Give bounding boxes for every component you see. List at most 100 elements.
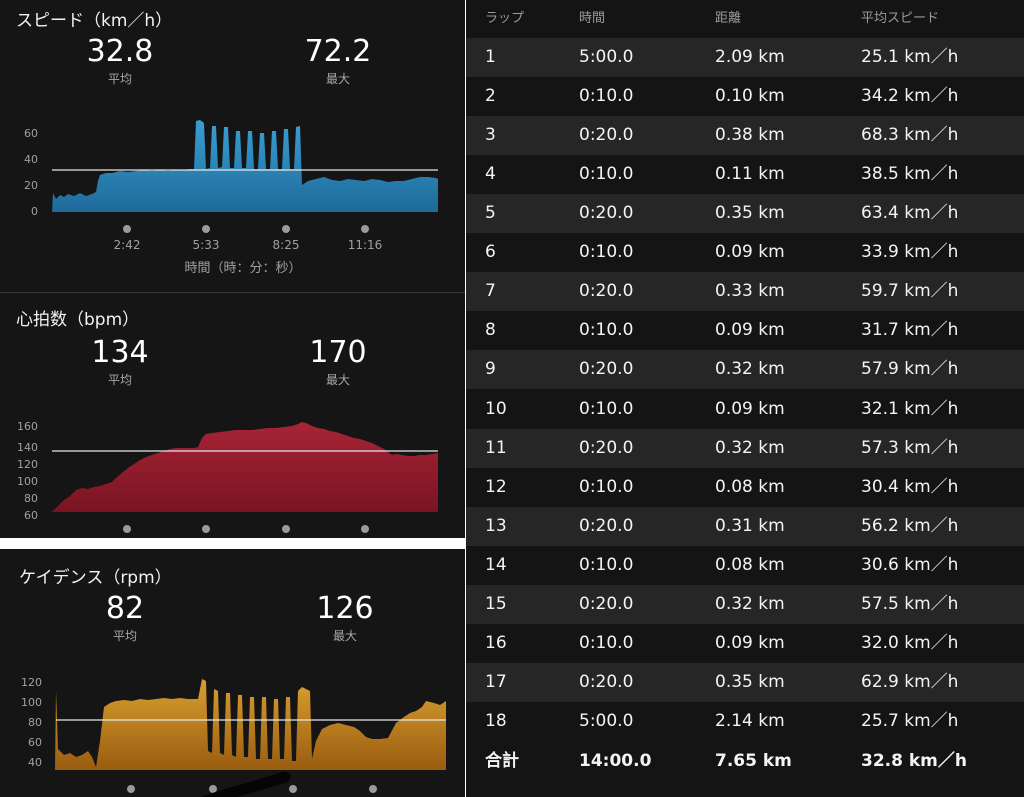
lap-avg-speed: 32.0 km／h — [861, 632, 959, 653]
lap-time: 0:20.0 — [579, 203, 634, 224]
speed-xtick: 2:42 — [113, 238, 141, 252]
table-row[interactable]: 9 0:20.0 0.32 km 57.9 km／h — [466, 350, 1024, 390]
cadence-max-label: 最大 — [332, 629, 357, 643]
cadence-ytick: 100 — [21, 696, 42, 709]
lap-time: 0:20.0 — [579, 125, 634, 146]
table-row[interactable]: 1 5:00.0 2.09 km 25.1 km／h — [466, 38, 1024, 77]
speed-ytick: 60 — [24, 127, 38, 140]
lap-avg-speed: 56.2 km／h — [861, 515, 959, 536]
header-time: 時間 — [579, 11, 606, 26]
heart-rate-timeline-dot — [282, 525, 290, 533]
lap-distance: 0.31 km — [715, 515, 785, 536]
speed-xaxis-label: 時間（時：分：秒） — [184, 261, 302, 276]
lap-avg-speed: 68.3 km／h — [861, 125, 959, 146]
lap-avg-speed: 38.5 km／h — [861, 164, 959, 185]
heart-rate-area — [52, 422, 438, 512]
lap-distance: 0.35 km — [715, 203, 785, 224]
speed-chart — [52, 120, 438, 212]
header-lap: ラップ — [485, 11, 525, 26]
cadence-ytick: 40 — [28, 756, 42, 769]
table-row[interactable]: 10 0:10.0 0.09 km 32.1 km／h — [466, 389, 1024, 429]
speed-ytick: 20 — [24, 179, 38, 192]
heart-rate-ytick: 100 — [17, 475, 38, 488]
table-row[interactable]: 17 0:20.0 0.35 km 62.9 km／h — [466, 662, 1024, 702]
speed-timeline-dot — [282, 225, 290, 233]
heart-rate-ytick: 80 — [24, 492, 38, 505]
table-row[interactable]: 12 0:10.0 0.08 km 30.4 km／h — [466, 467, 1024, 507]
header-avg-speed: 平均スピード — [861, 11, 940, 26]
lap-avg-speed: 34.2 km／h — [861, 86, 959, 107]
lap-avg-speed: 57.5 km／h — [861, 593, 959, 614]
table-row[interactable]: 16 0:10.0 0.09 km 32.0 km／h — [466, 623, 1024, 663]
heart-rate-max-label: 最大 — [325, 373, 350, 387]
lap-time: 0:10.0 — [579, 86, 634, 107]
heart-rate-avg-value: 134 — [91, 335, 149, 370]
speed-xtick: 5:33 — [192, 238, 220, 252]
cadence-area — [55, 679, 446, 770]
cadence-avg-value: 82 — [105, 591, 145, 626]
lap-distance: 0.32 km — [715, 437, 785, 458]
table-row[interactable]: 5 0:20.0 0.35 km 63.4 km／h — [466, 194, 1024, 234]
speed-avg-value: 32.8 — [86, 34, 154, 69]
lap-avg-speed: 32.1 km／h — [861, 398, 959, 419]
lap-time: 0:10.0 — [579, 398, 634, 419]
lap-time: 0:20.0 — [579, 281, 634, 302]
heart-rate-max-value: 170 — [309, 335, 367, 370]
heart-rate-avg-label: 平均 — [107, 373, 132, 387]
table-row[interactable]: 11 0:20.0 0.32 km 57.3 km／h — [466, 428, 1024, 468]
lap-time: 0:20.0 — [579, 359, 634, 380]
table-row[interactable]: 6 0:10.0 0.09 km 33.9 km／h — [466, 233, 1024, 273]
total-distance: 7.65 km — [715, 751, 792, 771]
timeline-scrubber-handle[interactable] — [185, 767, 295, 797]
lap-number: 17 — [485, 671, 507, 692]
cadence-ytick: 60 — [28, 736, 42, 749]
speed-ytick: 0 — [31, 205, 38, 218]
lap-number: 15 — [485, 593, 507, 614]
lap-time: 0:20.0 — [579, 515, 634, 536]
total-time: 14:00.0 — [579, 751, 652, 771]
heart-rate-title: 心拍数（bpm） — [16, 310, 140, 330]
lap-time: 0:20.0 — [579, 593, 634, 614]
table-row[interactable]: 14 0:10.0 0.08 km 30.6 km／h — [466, 545, 1024, 585]
lap-time: 5:00.0 — [579, 711, 634, 732]
table-row[interactable]: 3 0:20.0 0.38 km 68.3 km／h — [466, 116, 1024, 156]
cadence-title: ケイデンス（rpm） — [19, 568, 172, 588]
lap-time: 0:20.0 — [579, 671, 634, 692]
speed-max-value: 72.2 — [304, 34, 372, 69]
lap-avg-speed: 63.4 km／h — [861, 203, 959, 224]
heart-rate-timeline-dot — [361, 525, 369, 533]
table-row[interactable]: 7 0:20.0 0.33 km 59.7 km／h — [466, 272, 1024, 312]
speed-timeline-dot — [202, 225, 210, 233]
lap-number: 6 — [485, 242, 496, 263]
table-row[interactable]: 4 0:10.0 0.11 km 38.5 km／h — [466, 155, 1024, 195]
header-distance: 距離 — [715, 11, 742, 26]
lap-number: 13 — [485, 515, 507, 536]
table-row[interactable]: 8 0:10.0 0.09 km 31.7 km／h — [466, 311, 1024, 351]
table-row[interactable]: 18 5:00.0 2.14 km 25.7 km／h — [466, 702, 1024, 742]
lap-distance: 0.35 km — [715, 671, 785, 692]
lap-distance: 0.38 km — [715, 125, 785, 146]
table-row[interactable]: 13 0:20.0 0.31 km 56.2 km／h — [466, 506, 1024, 546]
lap-number: 14 — [485, 554, 507, 575]
heart-rate-panel: 心拍数（bpm） 134 平均 170 最大 160 140 120 100 8… — [0, 293, 465, 538]
lap-distance: 0.09 km — [715, 632, 785, 653]
total-avg-speed: 32.8 km／h — [861, 751, 967, 771]
lap-number: 8 — [485, 320, 496, 341]
lap-time: 0:10.0 — [579, 164, 634, 185]
panel-divider — [0, 292, 465, 293]
lap-distance: 0.32 km — [715, 593, 785, 614]
cadence-timeline-dot — [209, 785, 217, 793]
lap-time: 5:00.0 — [579, 47, 634, 67]
table-row[interactable]: 2 0:10.0 0.10 km 34.2 km／h — [466, 77, 1024, 117]
lap-number: 7 — [485, 281, 496, 302]
lap-time: 0:10.0 — [579, 554, 634, 575]
lap-number: 5 — [485, 203, 496, 224]
lap-distance: 0.08 km — [715, 554, 785, 575]
cadence-ytick: 120 — [21, 676, 42, 689]
lap-avg-speed: 25.1 km／h — [861, 47, 959, 67]
lap-time: 0:10.0 — [579, 242, 634, 263]
lap-avg-speed: 30.4 km／h — [861, 476, 959, 497]
lap-distance: 0.11 km — [715, 164, 785, 185]
lap-number: 1 — [485, 47, 496, 67]
table-row[interactable]: 15 0:20.0 0.32 km 57.5 km／h — [466, 584, 1024, 624]
